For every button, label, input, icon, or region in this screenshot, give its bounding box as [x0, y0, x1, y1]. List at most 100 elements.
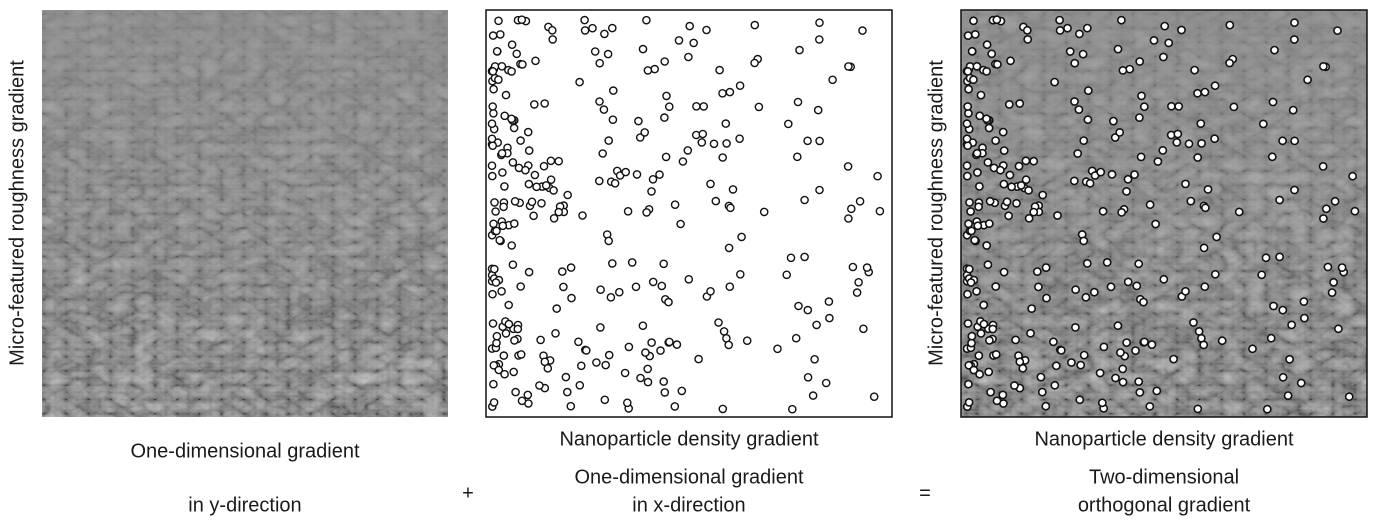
particle — [1099, 342, 1109, 352]
particle — [1257, 270, 1267, 280]
particle — [999, 146, 1009, 155]
particle — [1005, 170, 1015, 180]
particle — [964, 264, 974, 274]
particle — [487, 161, 497, 170]
particle — [1153, 157, 1163, 166]
particle — [1319, 62, 1328, 71]
particle — [1011, 335, 1020, 345]
particle — [1014, 161, 1024, 171]
particle — [643, 66, 653, 75]
particle — [973, 221, 983, 231]
particle — [523, 390, 533, 400]
particle — [608, 23, 617, 33]
particle — [1287, 320, 1296, 330]
particle — [1299, 297, 1309, 306]
particle — [1027, 304, 1037, 313]
particle — [1140, 337, 1149, 347]
particle — [1266, 333, 1276, 343]
particle — [552, 304, 562, 313]
particle — [1036, 372, 1046, 382]
particle — [1275, 252, 1284, 262]
particle — [676, 219, 685, 229]
particle — [1135, 387, 1145, 397]
caption-line: in x-direction — [632, 494, 745, 516]
particle — [794, 301, 803, 311]
particle — [803, 136, 812, 146]
particle — [1145, 200, 1155, 210]
particle — [489, 84, 498, 94]
particle — [650, 64, 660, 74]
particle — [1152, 386, 1162, 396]
particle — [963, 141, 973, 151]
particle — [672, 340, 682, 349]
particle — [1085, 178, 1095, 188]
particle — [1184, 139, 1194, 149]
particle — [1225, 58, 1234, 68]
particle — [699, 102, 709, 111]
particle — [1234, 207, 1244, 217]
particle — [674, 36, 684, 45]
particle — [1337, 263, 1347, 272]
particle — [494, 365, 504, 375]
particle — [1135, 57, 1145, 66]
particle — [609, 86, 618, 95]
particle — [967, 331, 977, 341]
particle — [1021, 156, 1031, 166]
particle — [979, 319, 989, 329]
particle — [999, 267, 1009, 277]
particle — [1069, 176, 1079, 186]
particle — [999, 179, 1009, 189]
particle — [869, 392, 879, 402]
particle — [852, 288, 862, 297]
particle — [549, 213, 559, 223]
particle — [660, 57, 670, 66]
particle — [1098, 206, 1108, 216]
particle — [728, 185, 738, 194]
particle — [524, 179, 534, 189]
particle — [1070, 58, 1080, 68]
particle — [1139, 102, 1149, 112]
particle — [1115, 127, 1125, 137]
particle — [1130, 170, 1139, 179]
particle — [492, 47, 502, 56]
particle — [498, 221, 508, 231]
particle — [580, 26, 590, 35]
particle — [1193, 404, 1203, 414]
particle — [665, 102, 674, 111]
particle — [488, 319, 498, 328]
particle — [487, 171, 497, 181]
particle — [1007, 182, 1016, 192]
y-axis-label: Micro-featured roughness gradient — [6, 60, 28, 366]
particle — [996, 165, 1005, 175]
particle — [1248, 344, 1257, 354]
particle — [992, 15, 1002, 25]
particle — [566, 401, 576, 411]
particle — [1290, 185, 1299, 195]
particle — [815, 136, 824, 146]
particle — [1147, 340, 1157, 349]
particle — [546, 156, 556, 166]
particle — [517, 15, 527, 25]
particle — [791, 333, 801, 343]
particle — [566, 263, 576, 272]
particle — [642, 15, 651, 25]
particle — [1037, 387, 1047, 397]
particle — [1109, 116, 1118, 126]
particle — [1200, 87, 1210, 97]
particle — [1296, 378, 1306, 388]
particle — [1113, 321, 1123, 331]
particle — [488, 289, 497, 299]
particle — [488, 31, 498, 40]
particle — [1190, 65, 1199, 75]
particle — [1113, 44, 1123, 54]
particle — [1258, 119, 1268, 129]
particle — [854, 277, 863, 287]
particle — [1029, 156, 1039, 166]
particle — [1012, 198, 1021, 208]
particle — [623, 206, 633, 216]
particle — [972, 286, 981, 296]
particle — [489, 264, 499, 274]
particle — [875, 206, 885, 216]
particle — [1018, 363, 1028, 373]
